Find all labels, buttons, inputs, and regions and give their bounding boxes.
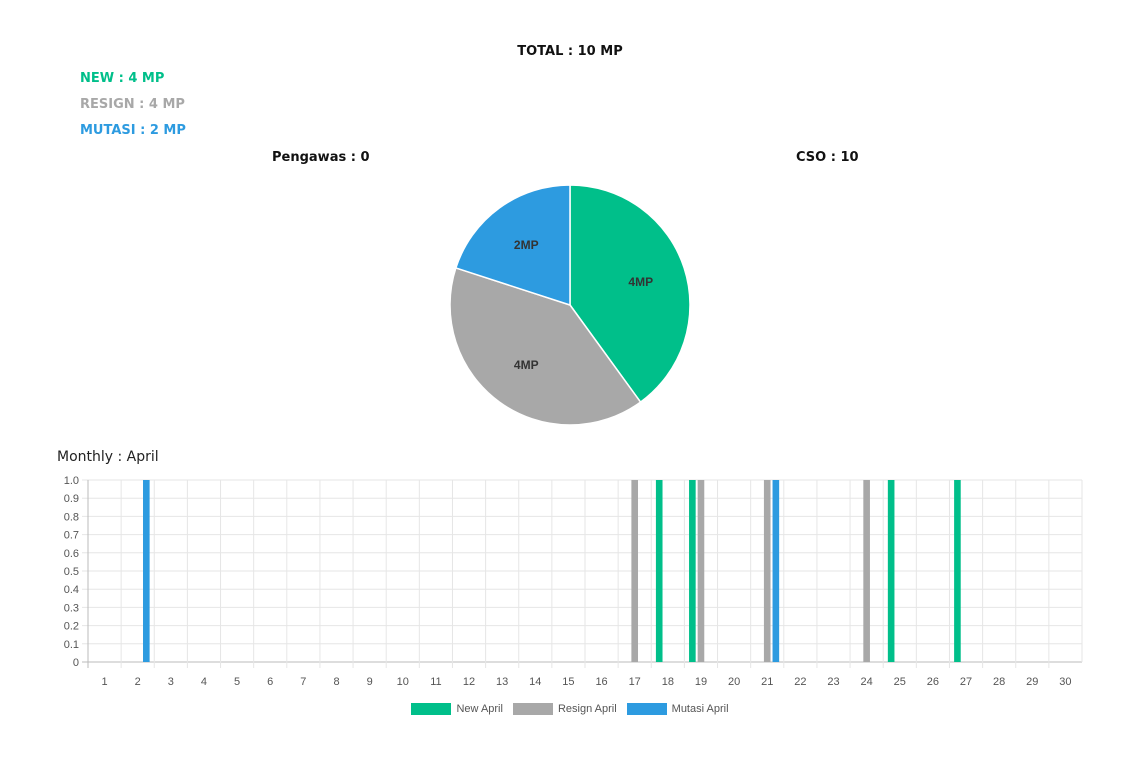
resign-count-label: RESIGN : 4 MP bbox=[80, 97, 185, 112]
bar-resign-april[interactable] bbox=[863, 480, 870, 662]
legend-item[interactable]: Mutasi April bbox=[626, 703, 729, 715]
pie-slice-label: 4MP bbox=[514, 358, 539, 372]
y-tick-label: 0.7 bbox=[64, 530, 79, 542]
pie-slice-label: 2MP bbox=[514, 238, 539, 252]
x-tick-label: 2 bbox=[135, 676, 141, 688]
bar-mutasi-april[interactable] bbox=[143, 480, 150, 662]
y-tick-label: 0.3 bbox=[64, 602, 79, 614]
legend-swatch bbox=[411, 703, 452, 715]
legend-item[interactable]: New April bbox=[411, 703, 503, 715]
y-tick-label: 0.4 bbox=[64, 584, 79, 596]
x-tick-label: 26 bbox=[927, 676, 939, 688]
bar-new-april[interactable] bbox=[887, 480, 895, 662]
bar-new-april[interactable] bbox=[954, 480, 961, 662]
legend-label: Resign April bbox=[557, 703, 617, 715]
mutasi-count-label: MUTASI : 2 MP bbox=[80, 123, 186, 138]
y-tick-label: 0.9 bbox=[64, 493, 79, 505]
y-tick-label: 0.8 bbox=[64, 511, 79, 523]
x-tick-label: 30 bbox=[1059, 676, 1071, 688]
bar-resign-april[interactable] bbox=[631, 480, 639, 662]
y-tick-label: 0.5 bbox=[64, 566, 79, 578]
x-tick-label: 8 bbox=[333, 676, 339, 688]
y-tick-label: 0.2 bbox=[64, 621, 79, 633]
x-tick-label: 24 bbox=[861, 676, 873, 688]
pie-chart: 4MP 4MP 2MP bbox=[449, 184, 691, 426]
x-tick-label: 21 bbox=[761, 676, 773, 688]
y-tick-label: 0.6 bbox=[64, 548, 79, 560]
bar-resign-april[interactable] bbox=[697, 480, 705, 662]
x-tick-label: 6 bbox=[267, 676, 273, 688]
bar-new-april[interactable] bbox=[689, 480, 696, 662]
x-tick-label: 27 bbox=[960, 676, 972, 688]
legend-swatch bbox=[512, 703, 553, 715]
bar-resign-april[interactable] bbox=[763, 480, 771, 662]
monthly-title: Monthly : April bbox=[57, 449, 159, 465]
bar-chart: 00.10.20.30.40.50.60.70.80.91.01 2 3 4 5 6 7 8 9… bbox=[64, 475, 1083, 688]
x-tick-label: 17 bbox=[629, 676, 641, 688]
new-count-label: NEW : 4 MP bbox=[80, 71, 165, 86]
pie-slice-mutasi[interactable] bbox=[454, 184, 571, 307]
x-tick-label: 11 bbox=[430, 676, 441, 688]
pie-slice-label: 4MP bbox=[628, 275, 653, 289]
x-tick-label: 10 bbox=[397, 676, 409, 688]
x-tick-label: 5 bbox=[234, 676, 240, 688]
legend-swatch bbox=[626, 703, 667, 715]
x-tick-label: 22 bbox=[794, 676, 806, 688]
x-tick-label: 15 bbox=[562, 676, 574, 688]
x-tick-label: 23 bbox=[827, 676, 839, 688]
x-tick-label: 13 bbox=[496, 676, 508, 688]
chart-legend: New April Resign April Mutasi April bbox=[0, 703, 1140, 715]
y-tick-label: 0.1 bbox=[64, 639, 79, 651]
total-label: TOTAL : 10 MP bbox=[517, 44, 623, 59]
x-tick-label: 25 bbox=[894, 676, 906, 688]
x-tick-label: 7 bbox=[300, 676, 306, 688]
y-tick-label: 1.0 bbox=[64, 475, 79, 487]
pengawas-count-label: Pengawas : 0 bbox=[272, 150, 370, 165]
x-tick-label: 19 bbox=[695, 676, 707, 688]
pie-slice-resign[interactable] bbox=[449, 266, 642, 426]
x-tick-label: 28 bbox=[993, 676, 1005, 688]
pie-slice-new[interactable] bbox=[569, 184, 691, 404]
y-tick-label: 0 bbox=[73, 657, 79, 669]
legend-label: Mutasi April bbox=[671, 703, 729, 715]
x-tick-label: 20 bbox=[728, 676, 740, 688]
bar-mutasi-april[interactable] bbox=[772, 480, 780, 662]
x-tick-label: 14 bbox=[529, 676, 541, 688]
x-tick-label: 1 bbox=[102, 676, 108, 688]
cso-count-label: CSO : 10 bbox=[796, 150, 859, 165]
x-tick-label: 3 bbox=[168, 676, 174, 688]
x-tick-label: 9 bbox=[367, 676, 373, 688]
bar-new-april[interactable] bbox=[655, 480, 663, 662]
x-tick-label: 29 bbox=[1026, 676, 1038, 688]
x-tick-label: 4 bbox=[201, 676, 207, 688]
x-tick-label: 16 bbox=[595, 676, 607, 688]
legend-item[interactable]: Resign April bbox=[512, 703, 617, 715]
legend-label: New April bbox=[456, 703, 503, 715]
x-tick-label: 12 bbox=[463, 676, 475, 688]
x-tick-label: 18 bbox=[662, 676, 674, 688]
